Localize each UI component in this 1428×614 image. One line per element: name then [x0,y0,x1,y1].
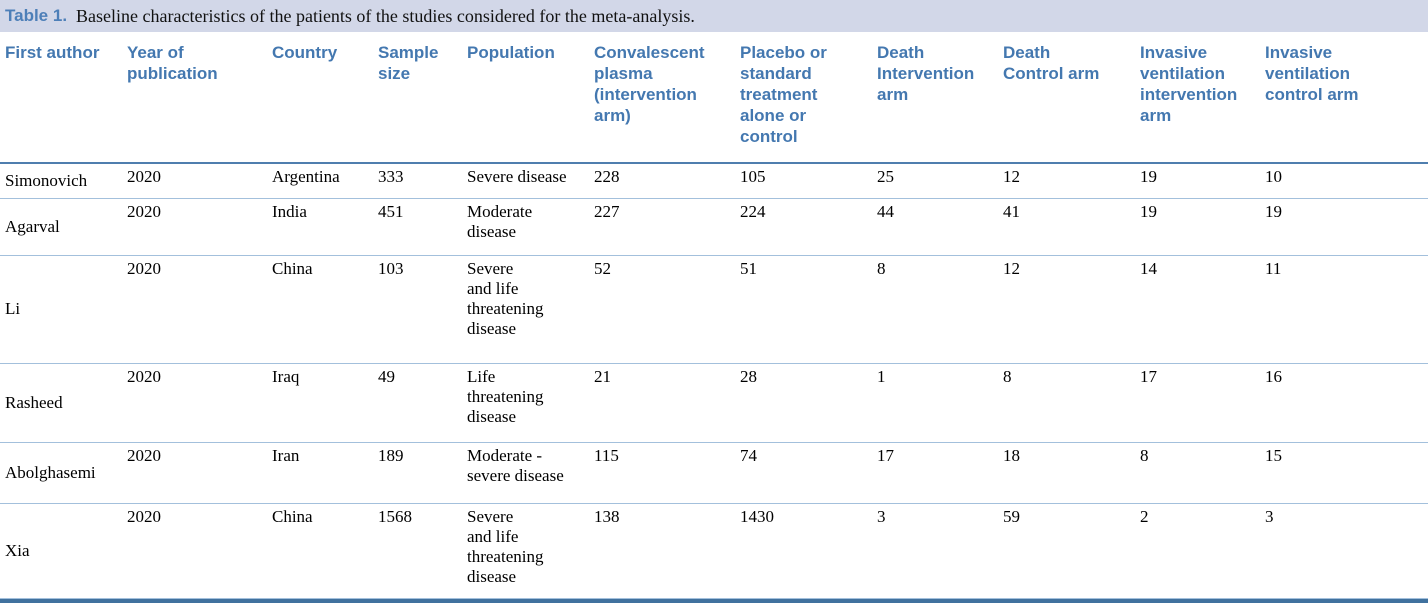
cell-vent-control: 19 [1265,198,1428,256]
cell-year: 2020 [127,198,272,256]
cell-plasma-arm: 115 [594,442,740,504]
cell-country: Iran [272,442,378,504]
col-header-population: Population [467,32,594,164]
cell-vent-intervention: 14 [1140,255,1265,364]
cell-death-intervention: 8 [877,255,1003,364]
cell-plasma-arm: 227 [594,198,740,256]
cell-population: Severe disease [467,163,594,199]
col-header-country: Country [272,32,378,164]
cell-death-intervention: 3 [877,503,1003,599]
table-row: Rasheed 2020 Iraq 49 Life threatening di… [0,363,1428,443]
cell-year: 2020 [127,163,272,199]
cell-plasma-arm: 52 [594,255,740,364]
cell-placebo-arm: 28 [740,363,877,443]
cell-death-control: 59 [1003,503,1140,599]
cell-vent-control: 10 [1265,163,1428,199]
table-row: Xia 2020 China 1568 Severe and life thre… [0,503,1428,599]
cell-population: Moderate - severe disease [467,442,594,504]
cell-death-intervention: 1 [877,363,1003,443]
cell-vent-intervention: 19 [1140,163,1265,199]
cell-sample-size: 189 [378,442,467,504]
table-row: Li 2020 China 103 Severe and life threat… [0,255,1428,364]
cell-sample-size: 451 [378,198,467,256]
cell-year: 2020 [127,255,272,364]
cell-plasma-arm: 21 [594,363,740,443]
cell-placebo-arm: 224 [740,198,877,256]
cell-author: Rasheed [0,363,127,443]
cell-death-control: 12 [1003,163,1140,199]
cell-year: 2020 [127,363,272,443]
cell-death-control: 41 [1003,198,1140,256]
cell-plasma-arm: 138 [594,503,740,599]
cell-vent-intervention: 8 [1140,442,1265,504]
table-row: Agarval 2020 India 451 Moderate disease … [0,198,1428,256]
cell-vent-control: 11 [1265,255,1428,364]
cell-vent-intervention: 2 [1140,503,1265,599]
cell-placebo-arm: 1430 [740,503,877,599]
cell-death-intervention: 25 [877,163,1003,199]
cell-country: Iraq [272,363,378,443]
col-header-sample-size: Sample size [378,32,467,164]
cell-plasma-arm: 228 [594,163,740,199]
cell-author: Agarval [0,198,127,256]
table-row: Simonovich 2020 Argentina 333 Severe dis… [0,163,1428,199]
cell-population: Life threatening disease [467,363,594,443]
col-header-vent-intervention: Invasive ventilation intervention arm [1140,32,1265,164]
cell-vent-control: 3 [1265,503,1428,599]
cell-death-control: 12 [1003,255,1140,364]
cell-country: China [272,255,378,364]
table-header-row: First author Year of publication Country… [0,32,1428,164]
table-number-label: Table 1. [5,6,68,25]
cell-author: Xia [0,503,127,599]
cell-death-intervention: 44 [877,198,1003,256]
cell-vent-control: 15 [1265,442,1428,504]
table-row: Abolghasemi 2020 Iran 189 Moderate - sev… [0,442,1428,504]
cell-sample-size: 49 [378,363,467,443]
cell-population: Severe and life threatening disease [467,255,594,364]
cell-vent-intervention: 19 [1140,198,1265,256]
cell-sample-size: 1568 [378,503,467,599]
baseline-characteristics-table: First author Year of publication Country… [0,32,1428,599]
cell-death-control: 18 [1003,442,1140,504]
cell-sample-size: 333 [378,163,467,199]
cell-placebo-arm: 51 [740,255,877,364]
table-caption-text: Baseline characteristics of the patients… [76,5,695,26]
col-header-year: Year of publication [127,32,272,164]
cell-placebo-arm: 74 [740,442,877,504]
col-header-death-control: Death Control arm [1003,32,1140,164]
cell-author: Li [0,255,127,364]
cell-vent-control: 16 [1265,363,1428,443]
cell-author: Abolghasemi [0,442,127,504]
cell-author: Simonovich [0,163,127,199]
cell-year: 2020 [127,442,272,504]
col-header-first-author: First author [0,32,127,164]
cell-year: 2020 [127,503,272,599]
cell-death-intervention: 17 [877,442,1003,504]
cell-sample-size: 103 [378,255,467,364]
col-header-plasma-arm: Convalescent plasma (intervention arm) [594,32,740,164]
cell-population: Severe and life threatening disease [467,503,594,599]
col-header-death-intervention: Death Intervention arm [877,32,1003,164]
col-header-placebo-arm: Placebo or standard treatment alone or c… [740,32,877,164]
cell-placebo-arm: 105 [740,163,877,199]
cell-population: Moderate disease [467,198,594,256]
cell-country: China [272,503,378,599]
col-header-vent-control: Invasive ventilation control arm [1265,32,1428,164]
table-bottom-rule [0,598,1428,603]
cell-country: India [272,198,378,256]
cell-country: Argentina [272,163,378,199]
table-caption-bar: Table 1. Baseline characteristics of the… [0,0,1428,32]
cell-death-control: 8 [1003,363,1140,443]
cell-vent-intervention: 17 [1140,363,1265,443]
